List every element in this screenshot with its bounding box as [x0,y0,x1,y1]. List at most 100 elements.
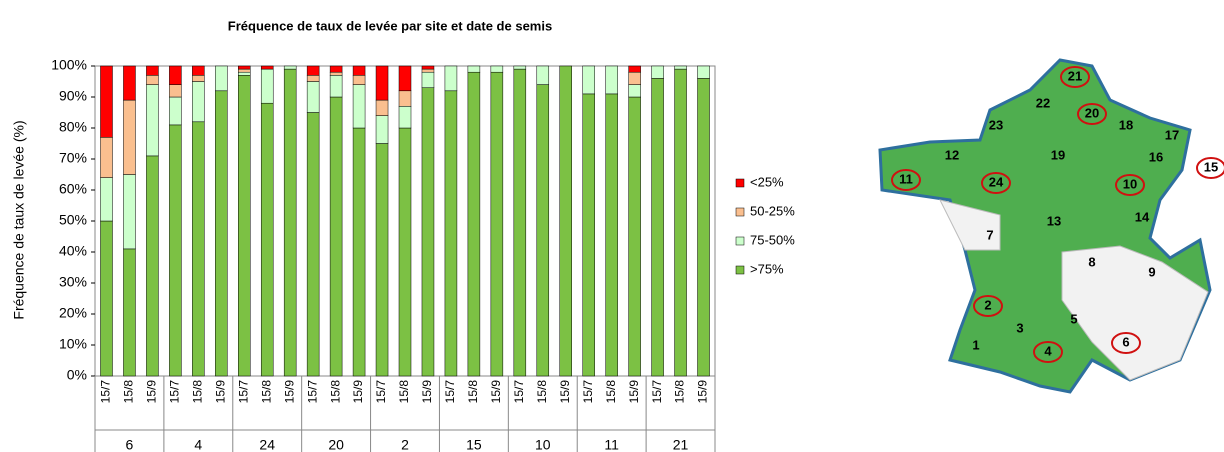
bar-segment [123,174,136,250]
bar-segment [674,68,687,377]
bar-segment [329,71,343,76]
bar-segment [192,65,205,76]
bar-segment [306,65,320,76]
bar-segment [146,75,159,85]
legend-swatch [735,178,745,188]
bar-segment [375,99,389,116]
bar-segment [352,65,366,76]
bar-segment [146,155,159,377]
bar-segment [123,99,136,175]
y-tick-label: 10% [59,336,87,352]
x-tick-label: 15/8 [397,380,411,404]
bar-segment [238,68,251,73]
site-circle [1033,341,1063,363]
bar-segment [329,75,343,98]
x-tick-label: 15/9 [145,380,159,404]
site-label: 22 [1036,95,1050,110]
site-label: 20 [1085,105,1099,120]
map-region [939,199,1001,251]
x-tick-label: 15/8 [673,380,687,404]
site-label: 14 [1135,209,1150,224]
x-tick-label: 15/9 [696,380,710,404]
legend-label: 75-50% [750,232,795,247]
site-label: 9 [1148,264,1155,279]
bar-segment [169,84,182,98]
bar-segment [467,65,481,73]
group-label: 10 [535,437,551,452]
x-tick-label: 15/9 [627,380,641,404]
bar-segment [651,78,664,377]
bar-segment [697,78,710,377]
group-label: 11 [604,437,619,452]
bar-segment [628,65,641,73]
site-circle [1111,332,1141,354]
site-label: 6 [1122,334,1129,349]
y-axis-label: Fréquence de taux de levée (%) [11,120,27,319]
site-label: 13 [1047,213,1061,228]
group-label: 2 [401,437,409,452]
bar-segment [605,65,618,95]
bar-segment [192,81,205,123]
site-circle [1115,174,1145,196]
x-tick-label: 15/7 [168,380,182,404]
site-label: 5 [1070,311,1077,326]
bar-segment [421,68,435,73]
x-tick-label: 15/8 [122,380,136,404]
x-tick-label: 15/9 [489,380,503,404]
x-tick-label: 15/7 [581,380,595,404]
x-tick-label: 15/8 [259,380,273,404]
bar-segment [306,75,320,82]
bar-segment [100,65,113,138]
site-circle [891,169,921,191]
legend-label: >75% [750,261,784,276]
y-tick-label: 100% [51,57,87,73]
map-mountains [1061,245,1209,381]
bar-segment [329,96,343,377]
bar-segment [352,127,366,377]
x-tick-label: 15/7 [374,380,388,404]
site-label: 8 [1088,254,1095,269]
bar-segment [260,102,274,377]
bar-segment [444,90,458,377]
bar-segment [146,84,159,157]
site-label: 7 [986,227,993,242]
bar-segment [536,65,550,85]
bar-segment [352,84,366,129]
x-tick-label: 15/8 [535,380,549,404]
map [878,58,1212,394]
y-tick-label: 90% [59,88,87,104]
bar-segment [628,84,641,98]
bar-segment [628,71,641,85]
bar-segment [628,96,641,377]
bar-segment [582,65,595,95]
site-label: 4 [1044,343,1052,358]
y-tick-label: 20% [59,305,87,321]
site-label: 16 [1149,149,1163,164]
bar-segment [375,143,389,377]
bar-segment [444,65,458,92]
bar-segment [192,75,205,82]
site-label: 1 [972,337,979,352]
y-tick-label: 30% [59,274,87,290]
site-label: 3 [1016,320,1023,335]
site-label: 15 [1204,159,1218,174]
bar-segment [146,65,159,76]
y-tick-label: 50% [59,212,87,228]
bar-segment [352,75,366,85]
site-circle [1196,157,1224,179]
site-label: 2 [984,297,991,312]
bar-segment [260,65,274,70]
site-circle [981,172,1011,194]
bar-segment [674,65,687,70]
legend-label: 50-25% [750,203,795,218]
bar-segment [260,68,274,104]
bar-segment [651,65,664,79]
site-circle [973,295,1003,317]
bar-segment [169,96,182,126]
bar-segment [398,90,412,107]
bar-segment [238,71,251,76]
legend-swatch [735,265,745,275]
group-label: 4 [194,437,202,452]
bar-segment [582,93,595,377]
